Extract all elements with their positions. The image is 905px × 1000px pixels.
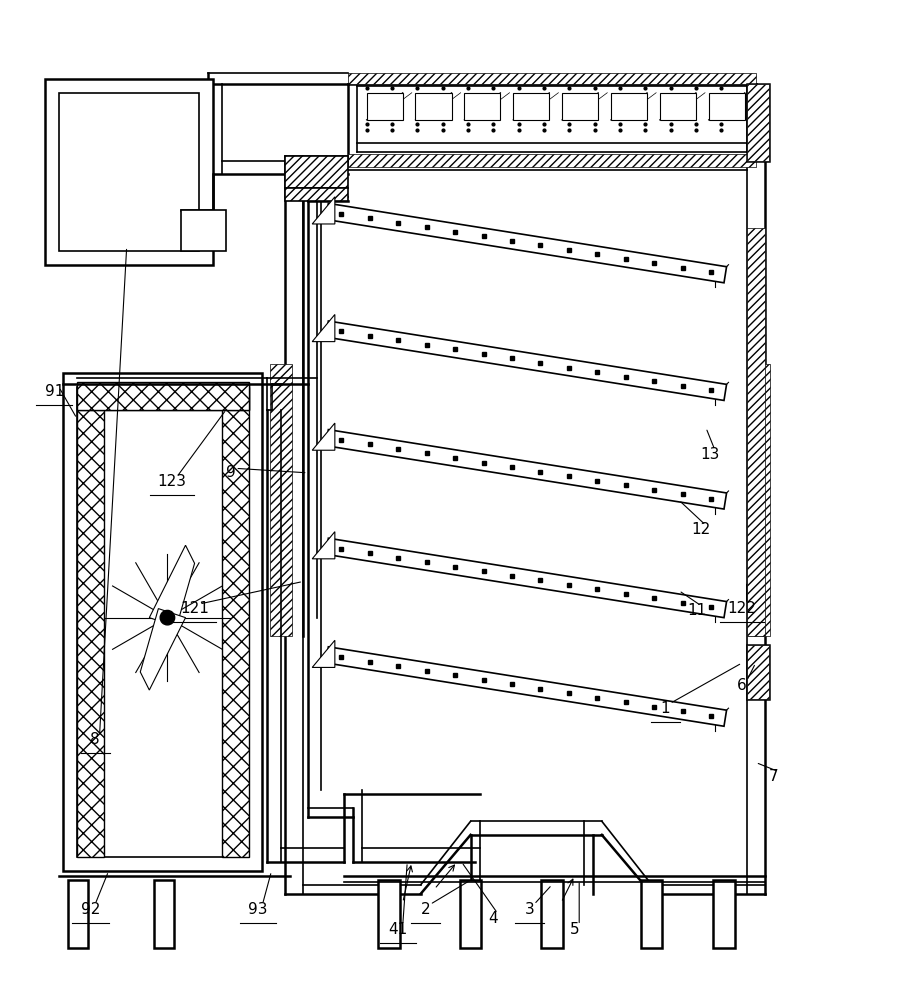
Text: 3: 3 bbox=[525, 902, 534, 917]
Text: 6: 6 bbox=[738, 678, 747, 693]
Bar bbox=[747, 645, 769, 699]
Text: 93: 93 bbox=[248, 902, 268, 917]
Bar bbox=[59, 93, 199, 251]
Text: 7: 7 bbox=[769, 769, 778, 784]
Polygon shape bbox=[326, 538, 727, 618]
Polygon shape bbox=[312, 197, 335, 224]
Polygon shape bbox=[285, 188, 348, 201]
Bar bbox=[181, 210, 226, 251]
Text: 91: 91 bbox=[44, 384, 64, 399]
Text: 122: 122 bbox=[728, 601, 757, 616]
Bar bbox=[77, 382, 249, 410]
Circle shape bbox=[160, 610, 175, 625]
Text: 12: 12 bbox=[691, 522, 711, 537]
Bar bbox=[541, 880, 563, 948]
Text: 2: 2 bbox=[421, 902, 430, 917]
Polygon shape bbox=[464, 93, 500, 120]
Polygon shape bbox=[149, 545, 195, 627]
Text: 11: 11 bbox=[687, 603, 707, 618]
Polygon shape bbox=[415, 93, 452, 120]
Polygon shape bbox=[326, 203, 727, 283]
Bar bbox=[641, 880, 662, 948]
Polygon shape bbox=[562, 93, 598, 120]
Text: 1: 1 bbox=[661, 701, 670, 716]
Polygon shape bbox=[611, 93, 647, 120]
Text: 9: 9 bbox=[226, 465, 235, 480]
Polygon shape bbox=[660, 93, 696, 120]
Polygon shape bbox=[285, 156, 348, 188]
Bar bbox=[77, 387, 104, 857]
Bar bbox=[68, 880, 88, 948]
Bar bbox=[45, 79, 213, 265]
Bar bbox=[747, 228, 765, 636]
Bar bbox=[378, 880, 400, 948]
Polygon shape bbox=[513, 93, 549, 120]
Polygon shape bbox=[326, 430, 727, 509]
Polygon shape bbox=[312, 640, 335, 667]
Bar bbox=[747, 645, 769, 699]
Polygon shape bbox=[709, 93, 745, 120]
Text: 13: 13 bbox=[700, 447, 720, 462]
Bar bbox=[747, 84, 769, 161]
Polygon shape bbox=[367, 93, 403, 120]
Text: 41: 41 bbox=[388, 922, 408, 937]
Text: 8: 8 bbox=[90, 732, 100, 747]
Bar bbox=[63, 373, 262, 871]
Polygon shape bbox=[326, 647, 727, 726]
Bar bbox=[460, 880, 481, 948]
Bar bbox=[222, 387, 249, 857]
Bar bbox=[270, 364, 292, 636]
Bar bbox=[154, 880, 174, 948]
Polygon shape bbox=[312, 423, 335, 450]
Text: 4: 4 bbox=[489, 911, 498, 926]
Text: 121: 121 bbox=[180, 601, 209, 616]
Bar bbox=[348, 73, 756, 84]
Polygon shape bbox=[140, 609, 186, 690]
Text: 123: 123 bbox=[157, 474, 186, 489]
Bar bbox=[348, 154, 756, 167]
Bar bbox=[77, 387, 249, 857]
Polygon shape bbox=[326, 321, 727, 400]
Bar bbox=[713, 880, 735, 948]
Text: 92: 92 bbox=[81, 902, 100, 917]
Text: 5: 5 bbox=[570, 922, 579, 937]
Polygon shape bbox=[312, 532, 335, 559]
Bar bbox=[747, 84, 769, 161]
Bar bbox=[77, 384, 249, 410]
Bar bbox=[748, 364, 770, 636]
Polygon shape bbox=[312, 314, 335, 342]
